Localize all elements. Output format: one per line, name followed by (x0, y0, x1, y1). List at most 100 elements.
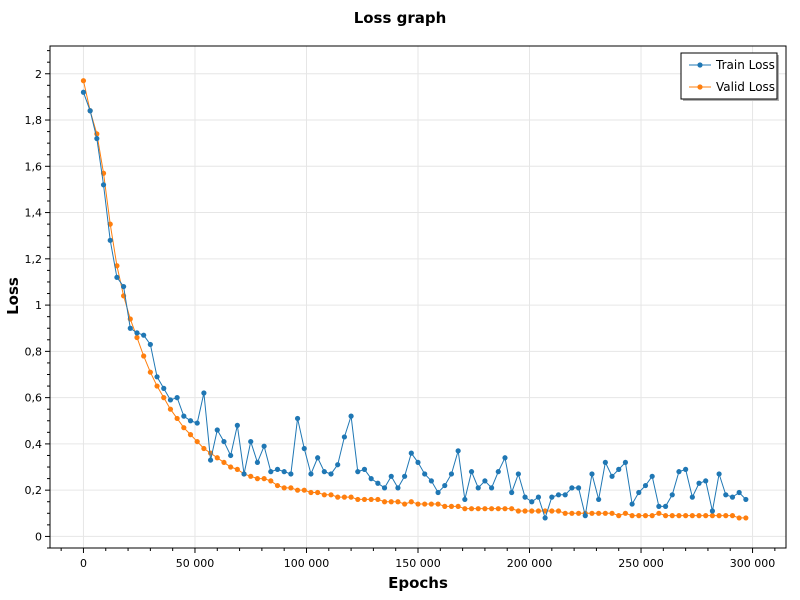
train-loss-point (368, 476, 374, 482)
x-tick-label: 250 000 (618, 557, 664, 570)
train-loss-point (435, 489, 441, 496)
train-loss-point (375, 480, 381, 486)
train-loss-point (468, 469, 475, 475)
valid-loss-point (308, 489, 314, 496)
train-loss-point (596, 496, 602, 503)
valid-loss-point (482, 506, 488, 512)
valid-loss-point (288, 485, 294, 491)
valid-loss-point (515, 508, 521, 514)
train-loss-point (147, 341, 153, 348)
train-loss-point (589, 471, 595, 477)
train-loss-point (308, 471, 314, 477)
train-loss-point (549, 494, 555, 500)
train-loss-point (234, 422, 240, 428)
valid-loss-point (221, 459, 227, 466)
train-loss-point (301, 445, 307, 452)
train-loss-point (616, 466, 622, 472)
valid-loss-point (381, 499, 388, 505)
train-loss-point (187, 418, 194, 424)
train-loss-point (288, 471, 294, 477)
train-loss-point (268, 469, 274, 475)
y-tick-label: 0,4 (25, 438, 43, 451)
train-loss-point (127, 325, 133, 331)
train-loss-point (636, 489, 642, 496)
train-loss-point (736, 489, 742, 496)
valid-loss-point (662, 513, 669, 519)
train-loss-point (355, 469, 361, 475)
train-loss-point (294, 415, 301, 422)
train-loss-point (361, 466, 368, 472)
train-loss-point (509, 489, 515, 496)
train-loss-point (228, 452, 234, 459)
valid-loss-point (214, 455, 220, 461)
train-loss-point (475, 485, 481, 491)
valid-loss-point (475, 506, 481, 512)
valid-loss-point (489, 506, 495, 512)
valid-loss-point (743, 515, 749, 521)
train-loss-point (241, 471, 247, 477)
valid-loss-point (355, 496, 361, 503)
train-loss-point (328, 471, 334, 477)
valid-loss-point (194, 438, 200, 445)
train-loss-point (80, 89, 87, 95)
train-loss-point (502, 455, 508, 461)
y-tick-label: 0 (35, 530, 42, 543)
train-loss-point (542, 515, 548, 521)
train-loss-point (381, 485, 388, 491)
train-loss-point (335, 462, 341, 468)
train-loss-point (622, 459, 629, 466)
valid-loss-point (281, 485, 287, 491)
valid-loss-point (147, 369, 153, 375)
train-loss-point (167, 397, 174, 403)
valid-loss-point (254, 476, 261, 482)
x-tick-label: 0 (80, 557, 87, 570)
train-loss-line (82, 92, 747, 520)
series-train-loss (80, 89, 749, 521)
valid-loss-point (234, 466, 240, 472)
valid-loss-point (683, 513, 689, 519)
valid-loss-point (729, 513, 736, 519)
train-loss-point (535, 494, 542, 500)
train-loss-point (676, 469, 682, 475)
train-loss-point (689, 494, 695, 500)
train-loss-point (121, 283, 127, 290)
valid-loss-point (462, 506, 468, 512)
train-loss-point (729, 494, 736, 500)
valid-loss-point (622, 510, 629, 516)
valid-loss-point (134, 334, 140, 341)
train-loss-point (161, 385, 167, 391)
valid-loss-point (569, 510, 575, 516)
train-loss-point (395, 485, 401, 491)
valid-loss-point (388, 499, 394, 505)
train-loss-point (582, 513, 588, 519)
train-loss-point (107, 237, 113, 243)
y-tick-label: 2 (35, 68, 42, 81)
data-series (80, 78, 749, 521)
y-tick-label: 0,6 (25, 392, 43, 405)
x-tick-label: 100 000 (284, 557, 330, 570)
x-tick-label: 300 000 (730, 557, 776, 570)
valid-loss-point (596, 510, 602, 516)
chart-title: Loss graph (353, 9, 447, 27)
valid-loss-point (716, 513, 722, 519)
x-tick-label: 150 000 (395, 557, 441, 570)
valid-loss-point (435, 501, 441, 507)
valid-loss-point (114, 263, 120, 269)
valid-loss-line (82, 80, 746, 519)
valid-loss-point (341, 494, 347, 500)
train-loss-point (649, 473, 655, 479)
valid-loss-point (502, 506, 508, 512)
valid-loss-point (448, 503, 455, 509)
valid-loss-point (187, 432, 194, 438)
valid-loss-point (294, 487, 301, 493)
valid-loss-point (361, 496, 368, 503)
valid-loss-point (368, 496, 374, 503)
train-loss-point (482, 478, 488, 484)
x-tick-label: 200 000 (507, 557, 553, 570)
train-loss-point (221, 438, 227, 445)
train-loss-point (522, 494, 528, 500)
train-loss-point (709, 508, 716, 514)
train-loss-point (683, 466, 689, 472)
valid-loss-point (161, 395, 167, 401)
y-tick-label: 1 (35, 299, 42, 312)
